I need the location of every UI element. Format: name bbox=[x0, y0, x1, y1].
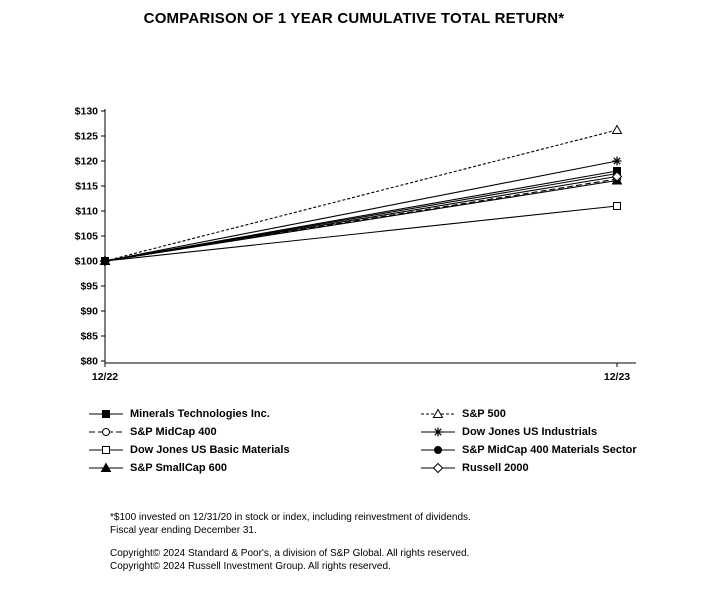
y-tick-label: $100 bbox=[75, 256, 99, 268]
legend-item: Russell 2000 bbox=[420, 462, 637, 474]
marker-open-triangle bbox=[432, 408, 444, 418]
legend-marker-sample bbox=[89, 446, 123, 454]
series-line bbox=[104, 160, 618, 262]
copyright-notices: Copyright© 2024 Standard & Poor's, a div… bbox=[110, 547, 469, 573]
series-line bbox=[104, 129, 618, 262]
marker-asterisk bbox=[612, 156, 622, 166]
marker-open-triangle bbox=[611, 124, 623, 134]
legend-marker-sample bbox=[89, 410, 123, 418]
y-tick-label: $105 bbox=[75, 231, 99, 243]
series-lines bbox=[104, 129, 618, 262]
marker-filled-circle bbox=[434, 446, 442, 454]
legend-item: S&P 500 bbox=[420, 408, 637, 420]
legend-marker-sample bbox=[421, 446, 455, 454]
marker-asterisk bbox=[433, 427, 443, 437]
footnote-line-1: *$100 invested on 12/31/20 in stock or i… bbox=[110, 512, 471, 523]
copyright-line-2: Copyright© 2024 Russell Investment Group… bbox=[110, 561, 391, 572]
y-tick-label: $80 bbox=[80, 356, 98, 368]
series-line bbox=[104, 175, 618, 262]
marker-filled-square bbox=[101, 257, 109, 265]
legend-marker-sample bbox=[421, 462, 455, 474]
marker-open-square bbox=[613, 202, 621, 210]
footnotes: *$100 invested on 12/31/20 in stock or i… bbox=[110, 511, 471, 537]
legend-marker-sample bbox=[421, 408, 455, 418]
series-markers bbox=[99, 124, 623, 267]
legend-label: Dow Jones US Basic Materials bbox=[130, 444, 290, 456]
legend-label: Russell 2000 bbox=[462, 462, 529, 474]
marker-open-diamond bbox=[611, 171, 623, 182]
marker-filled-triangle bbox=[100, 462, 112, 472]
legend-item: S&P SmallCap 600 bbox=[88, 462, 420, 474]
y-tick-label: $125 bbox=[75, 131, 99, 143]
legend-marker-sample bbox=[89, 462, 123, 472]
y-tick-label: $115 bbox=[75, 181, 98, 193]
legend-marker-sample bbox=[89, 428, 123, 436]
legend-marker-sample bbox=[421, 427, 455, 437]
series-line bbox=[104, 179, 618, 262]
marker-filled-square bbox=[102, 410, 110, 418]
legend-label: Dow Jones US Industrials bbox=[462, 426, 598, 438]
footnote-line-2: Fiscal year ending December 31. bbox=[110, 525, 257, 536]
axes: $80 $85 $90 $95 $100 $105 $110 $115 $120 $125 $130… bbox=[75, 106, 636, 383]
y-tick-label: $85 bbox=[80, 331, 98, 343]
chart-title: COMPARISON OF 1 YEAR CUMULATIVE TOTAL RE… bbox=[143, 10, 565, 27]
y-tick-label: $90 bbox=[80, 306, 98, 318]
x-tick-label: 12/22 bbox=[92, 371, 118, 383]
legend-item: Dow Jones US Basic Materials bbox=[88, 444, 420, 456]
y-tick-label: $110 bbox=[75, 206, 98, 218]
copyright-line-1: Copyright© 2024 Standard & Poor's, a div… bbox=[110, 548, 470, 559]
legend-label: Minerals Technologies Inc. bbox=[130, 408, 270, 420]
legend-item: S&P MidCap 400 bbox=[88, 426, 420, 438]
marker-open-circle bbox=[102, 428, 110, 436]
marker-open-square bbox=[102, 446, 110, 454]
legend-label: S&P MidCap 400 bbox=[130, 426, 217, 438]
y-tick-label: $95 bbox=[80, 281, 98, 293]
x-tick-label: 12/23 bbox=[604, 371, 630, 383]
line-chart: $80 $85 $90 $95 $100 $105 $110 $115 $120 $125 $130… bbox=[75, 106, 636, 383]
legend-label: S&P SmallCap 600 bbox=[130, 462, 228, 474]
y-tick-label: $130 bbox=[75, 106, 99, 118]
legend-item: S&P MidCap 400 Materials Sector bbox=[420, 444, 637, 456]
legend-label: S&P MidCap 400 Materials Sector bbox=[462, 444, 637, 456]
y-tick-label: $120 bbox=[75, 156, 99, 168]
marker-open-diamond bbox=[432, 462, 444, 474]
series-line bbox=[104, 205, 618, 262]
legend-item: Dow Jones US Industrials bbox=[420, 426, 637, 438]
legend-item: Minerals Technologies Inc. bbox=[88, 408, 420, 420]
legend: Minerals Technologies Inc. S&P 500 S&P Mid… bbox=[88, 408, 637, 474]
legend-label: S&P 500 bbox=[462, 408, 506, 420]
